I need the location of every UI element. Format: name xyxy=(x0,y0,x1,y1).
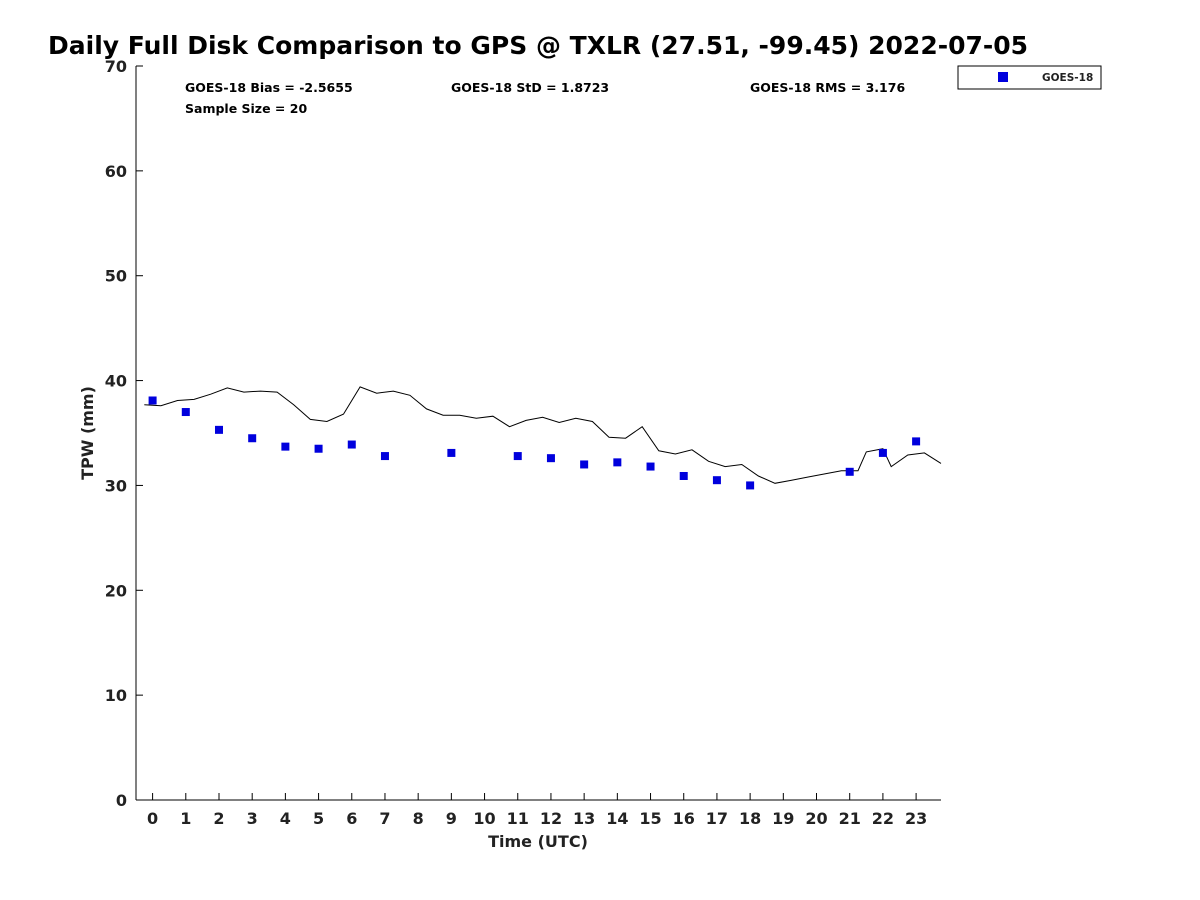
stat-rms: GOES-18 RMS = 3.176 xyxy=(750,80,905,95)
x-tick-label: 12 xyxy=(540,809,562,828)
x-tick-label: 3 xyxy=(247,809,258,828)
goes-18-data-point xyxy=(646,462,655,471)
plot-background xyxy=(136,66,941,800)
goes-18-data-point xyxy=(380,452,389,461)
x-tick-label: 23 xyxy=(905,809,927,828)
y-tick-label: 40 xyxy=(105,372,127,391)
x-tick-label: 19 xyxy=(772,809,794,828)
x-tick-label: 9 xyxy=(446,809,457,828)
x-tick-label: 13 xyxy=(573,809,595,828)
x-tick-label: 8 xyxy=(413,809,424,828)
x-tick-label: 14 xyxy=(606,809,628,828)
goes-18-data-point xyxy=(314,444,323,453)
goes-18-data-point xyxy=(546,454,555,463)
goes-18-data-point xyxy=(712,476,721,485)
plot-area xyxy=(136,66,941,800)
x-tick-label: 2 xyxy=(213,809,224,828)
x-tick-label: 5 xyxy=(313,809,324,828)
goes-18-data-point xyxy=(679,471,688,480)
goes-18-data-point xyxy=(248,434,257,443)
x-tick-label: 20 xyxy=(805,809,827,828)
goes-18-data-point xyxy=(580,460,589,469)
legend-marker-square xyxy=(998,72,1008,82)
legend: GOES-18 xyxy=(957,65,1102,90)
goes-marker-layer xyxy=(148,396,921,490)
x-tick-label: 6 xyxy=(346,809,357,828)
goes-18-data-point xyxy=(447,448,456,457)
x-axis: 0 1 2 3 4 5 6 7 8 9 10 11 12 13 14 15 16 17 18 19 20 21 22 23 xyxy=(147,793,927,828)
goes-18-data-point xyxy=(281,442,290,451)
goes-18-data-point xyxy=(148,396,157,405)
gps-line-layer xyxy=(144,386,942,484)
y-tick-label: 50 xyxy=(105,267,127,286)
goes-18-data-point xyxy=(214,425,223,434)
x-tick-label: 4 xyxy=(280,809,291,828)
x-tick-label: 22 xyxy=(872,809,894,828)
stat-std: GOES-18 StD = 1.8723 xyxy=(451,80,609,95)
x-tick-label: 16 xyxy=(673,809,695,828)
goes-18-data-point xyxy=(845,467,854,476)
y-tick-label: 70 xyxy=(105,57,127,76)
x-tick-label: 11 xyxy=(507,809,529,828)
y-tick-label: 20 xyxy=(105,581,127,600)
x-tick-label: 7 xyxy=(379,809,390,828)
x-axis-label: Time (UTC) xyxy=(488,832,588,851)
goes-18-data-point xyxy=(347,440,356,449)
chart-title: Daily Full Disk Comparison to GPS @ TXLR… xyxy=(48,31,1028,60)
legend-box xyxy=(957,65,1102,90)
y-tick-label: 30 xyxy=(105,476,127,495)
goes-18-data-point xyxy=(181,408,190,417)
goes-18-data-point xyxy=(878,448,887,457)
goes-18-data-point xyxy=(513,452,522,461)
legend-label: GOES-18 xyxy=(1042,72,1093,84)
x-tick-label: 18 xyxy=(739,809,761,828)
x-tick-label: 21 xyxy=(839,809,861,828)
y-tick-label: 10 xyxy=(105,686,127,705)
x-tick-label: 1 xyxy=(180,809,191,828)
y-axis: 0 10 20 30 40 50 60 70 xyxy=(105,57,143,810)
gps-tpw-line xyxy=(144,386,942,484)
goes-18-data-point xyxy=(912,437,921,446)
stat-bias: GOES-18 Bias = -2.5655 xyxy=(185,80,353,95)
y-axis-label: TPW (mm) xyxy=(78,386,97,480)
y-tick-label: 0 xyxy=(116,791,127,810)
goes-18-data-point xyxy=(613,458,622,467)
y-tick-label: 60 xyxy=(105,162,127,181)
goes-18-data-point xyxy=(746,481,755,490)
x-tick-label: 17 xyxy=(706,809,728,828)
x-tick-label: 15 xyxy=(639,809,661,828)
x-tick-label: 0 xyxy=(147,809,158,828)
stat-sample-size: Sample Size = 20 xyxy=(185,101,307,116)
x-tick-label: 10 xyxy=(473,809,495,828)
